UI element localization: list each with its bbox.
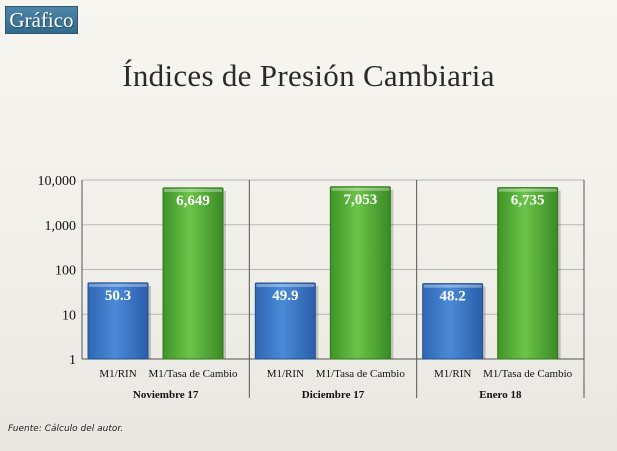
- y-tick-label: 10,000: [38, 174, 77, 189]
- bar-highlight: [498, 188, 557, 192]
- bar: [329, 186, 391, 360]
- chart-title: Índices de Presión Cambiaria: [122, 58, 495, 93]
- bar-highlight: [164, 188, 222, 192]
- bar: [497, 187, 559, 360]
- chart-badge: Gráfico: [5, 6, 78, 34]
- bar-highlight: [423, 284, 482, 288]
- bar-highlight: [256, 284, 315, 288]
- bar-highlight: [89, 283, 147, 287]
- category-label: M1/RIN: [99, 368, 136, 380]
- data-label: 7,053: [343, 192, 377, 208]
- group-label: Noviembre 17: [133, 389, 199, 401]
- y-tick-label: 1,000: [45, 219, 77, 234]
- bar: [162, 187, 224, 360]
- bar: [422, 283, 484, 360]
- bar: [87, 282, 149, 360]
- category-label: M1/Tasa de Cambio: [316, 368, 406, 380]
- data-label: 49.9: [272, 288, 298, 304]
- data-label: 50.3: [105, 288, 131, 304]
- category-label: M1/Tasa de Cambio: [148, 368, 238, 380]
- group-label: Diciembre 17: [302, 389, 365, 401]
- category-label: M1/Tasa de Cambio: [483, 368, 573, 380]
- category-label: M1/RIN: [434, 368, 471, 380]
- data-label: 6,735: [511, 193, 545, 209]
- y-tick-label: 1: [69, 353, 76, 368]
- bar: [254, 282, 316, 360]
- y-tick-label: 10: [62, 308, 76, 323]
- group-label: Enero 18: [479, 389, 522, 401]
- source-note: Fuente: Cálculo del autor.: [8, 424, 124, 434]
- y-tick-label: 100: [55, 264, 76, 279]
- data-label: 48.2: [440, 289, 466, 305]
- data-label: 6,649: [176, 193, 210, 209]
- bar-highlight: [331, 187, 390, 191]
- category-label: M1/RIN: [267, 368, 304, 380]
